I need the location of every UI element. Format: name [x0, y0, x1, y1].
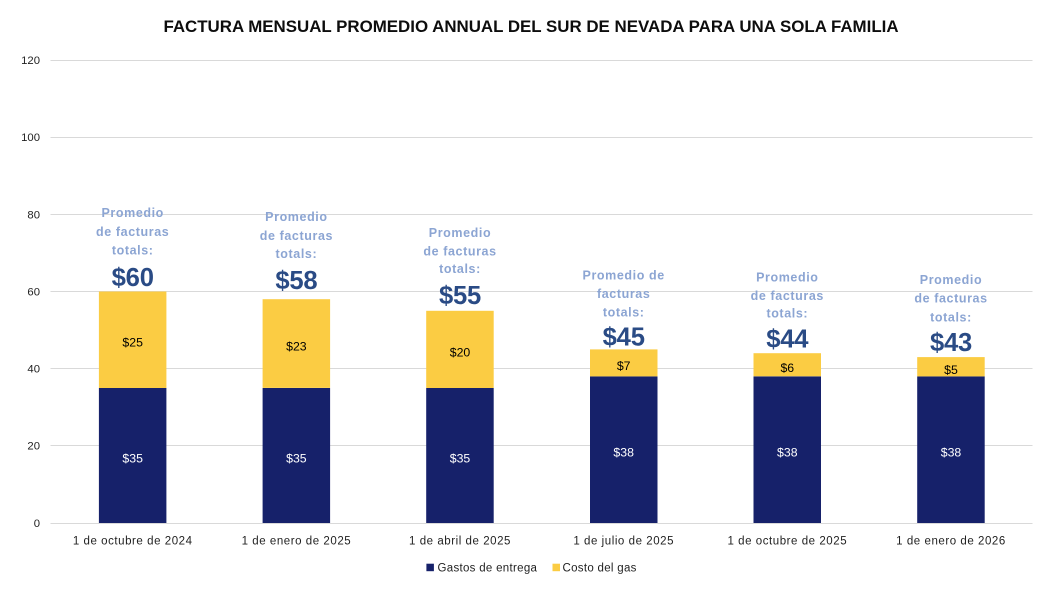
svg-text:totals:: totals:	[276, 247, 318, 261]
svg-text:$38: $38	[941, 446, 962, 460]
svg-text:120: 120	[21, 55, 40, 67]
svg-text:FACTURA MENSUAL PROMEDIO ANNUA: FACTURA MENSUAL PROMEDIO ANNUAL DEL SUR …	[163, 17, 898, 36]
svg-text:de facturas: de facturas	[96, 225, 169, 239]
svg-text:Promedio de: Promedio de	[583, 268, 665, 282]
svg-text:40: 40	[27, 364, 40, 376]
svg-text:$60: $60	[112, 264, 154, 292]
svg-text:1 de julio de 2025: 1 de julio de 2025	[573, 536, 674, 548]
svg-text:$5: $5	[944, 363, 958, 377]
svg-text:totals:: totals:	[112, 244, 154, 258]
svg-text:$38: $38	[613, 446, 634, 460]
svg-text:totals:: totals:	[766, 307, 808, 321]
svg-text:Costo del gas: Costo del gas	[563, 563, 637, 575]
svg-text:de facturas: de facturas	[751, 289, 824, 303]
svg-text:$35: $35	[286, 451, 307, 465]
svg-text:de facturas: de facturas	[914, 292, 987, 306]
svg-text:$43: $43	[930, 329, 972, 357]
svg-text:Promedio: Promedio	[265, 210, 327, 224]
svg-text:$58: $58	[275, 267, 317, 295]
svg-text:$7: $7	[617, 359, 631, 373]
svg-text:$20: $20	[450, 345, 471, 359]
svg-text:100: 100	[21, 132, 40, 144]
svg-text:1 de enero de 2025: 1 de enero de 2025	[242, 536, 352, 548]
svg-text:20: 20	[27, 441, 40, 453]
svg-text:facturas: facturas	[597, 287, 650, 301]
svg-text:1 de enero de 2026: 1 de enero de 2026	[896, 536, 1006, 548]
svg-text:Promedio: Promedio	[429, 226, 491, 240]
svg-text:$23: $23	[286, 340, 307, 354]
svg-text:1 de octubre de 2025: 1 de octubre de 2025	[727, 536, 847, 548]
svg-text:$35: $35	[122, 451, 143, 465]
svg-text:$6: $6	[780, 361, 794, 375]
svg-text:1 de octubre de 2024: 1 de octubre de 2024	[73, 536, 193, 548]
svg-text:$55: $55	[439, 282, 481, 310]
svg-text:de facturas: de facturas	[260, 229, 333, 243]
svg-text:Gastos de entrega: Gastos de entrega	[438, 563, 538, 575]
svg-text:0: 0	[34, 518, 40, 530]
svg-text:$25: $25	[122, 336, 143, 350]
svg-text:Promedio: Promedio	[756, 271, 818, 285]
svg-text:$45: $45	[603, 323, 645, 351]
svg-text:80: 80	[27, 209, 40, 221]
svg-text:1 de abril de 2025: 1 de abril de 2025	[409, 536, 511, 548]
svg-text:$35: $35	[450, 451, 471, 465]
svg-text:totals:: totals:	[930, 310, 972, 324]
svg-text:totals:: totals:	[439, 262, 481, 276]
svg-text:Promedio: Promedio	[101, 206, 163, 220]
svg-text:de facturas: de facturas	[423, 244, 496, 258]
svg-text:Promedio: Promedio	[920, 273, 982, 287]
svg-text:$38: $38	[777, 446, 798, 460]
svg-text:totals:: totals:	[603, 306, 645, 320]
svg-text:$44: $44	[766, 325, 809, 353]
svg-text:60: 60	[27, 286, 40, 298]
